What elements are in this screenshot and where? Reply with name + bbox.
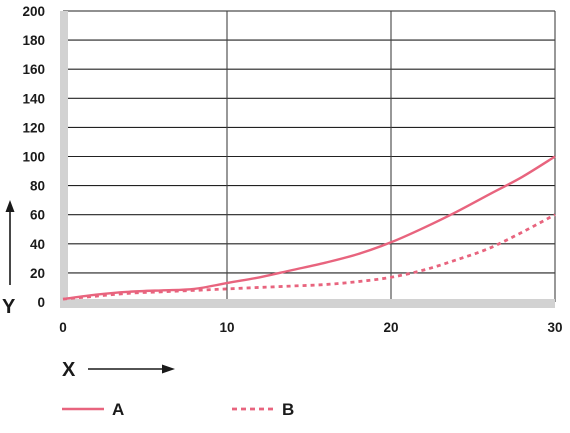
- x-axis-arrow-head: [162, 364, 175, 374]
- y-tick-label-0: 0: [37, 295, 45, 310]
- y-axis-arrow-head: [5, 200, 15, 212]
- y-tick-label-9: 180: [22, 33, 45, 48]
- x-axis-bar: [60, 299, 555, 308]
- y-axis-bar: [60, 11, 68, 308]
- y-tick-label-3: 60: [30, 208, 45, 223]
- x-tick-label-2: 20: [383, 320, 398, 335]
- y-tick-label-1: 20: [30, 266, 45, 281]
- y-tick-label-6: 120: [22, 120, 45, 135]
- x-tick-label-0: 0: [59, 320, 67, 335]
- series-line-B: [62, 213, 556, 301]
- series-lines: [62, 155, 556, 301]
- y-axis-title: Y: [2, 296, 16, 318]
- legend-label-B: B: [282, 400, 294, 419]
- y-tick-label-4: 80: [30, 179, 45, 194]
- y-tick-labels: 0 20 40 60 80 100 120 140 160 180 200: [22, 4, 45, 310]
- axis-titles: Y X: [2, 200, 175, 381]
- y-tick-label-10: 200: [22, 4, 45, 19]
- x-tick-label-3: 30: [547, 320, 562, 335]
- axis-bars: [60, 11, 555, 308]
- legend-label-A: A: [112, 400, 124, 419]
- grid-lines: [63, 10, 556, 302]
- y-tick-label-5: 100: [22, 150, 45, 165]
- x-tick-labels: 0 10 20 30: [59, 320, 562, 335]
- series-line-A: [62, 155, 556, 301]
- x-axis-title: X: [62, 359, 76, 381]
- y-tick-label-8: 160: [22, 62, 45, 77]
- y-tick-label-2: 40: [30, 237, 45, 252]
- x-tick-label-1: 10: [219, 320, 234, 335]
- y-tick-label-7: 140: [22, 91, 45, 106]
